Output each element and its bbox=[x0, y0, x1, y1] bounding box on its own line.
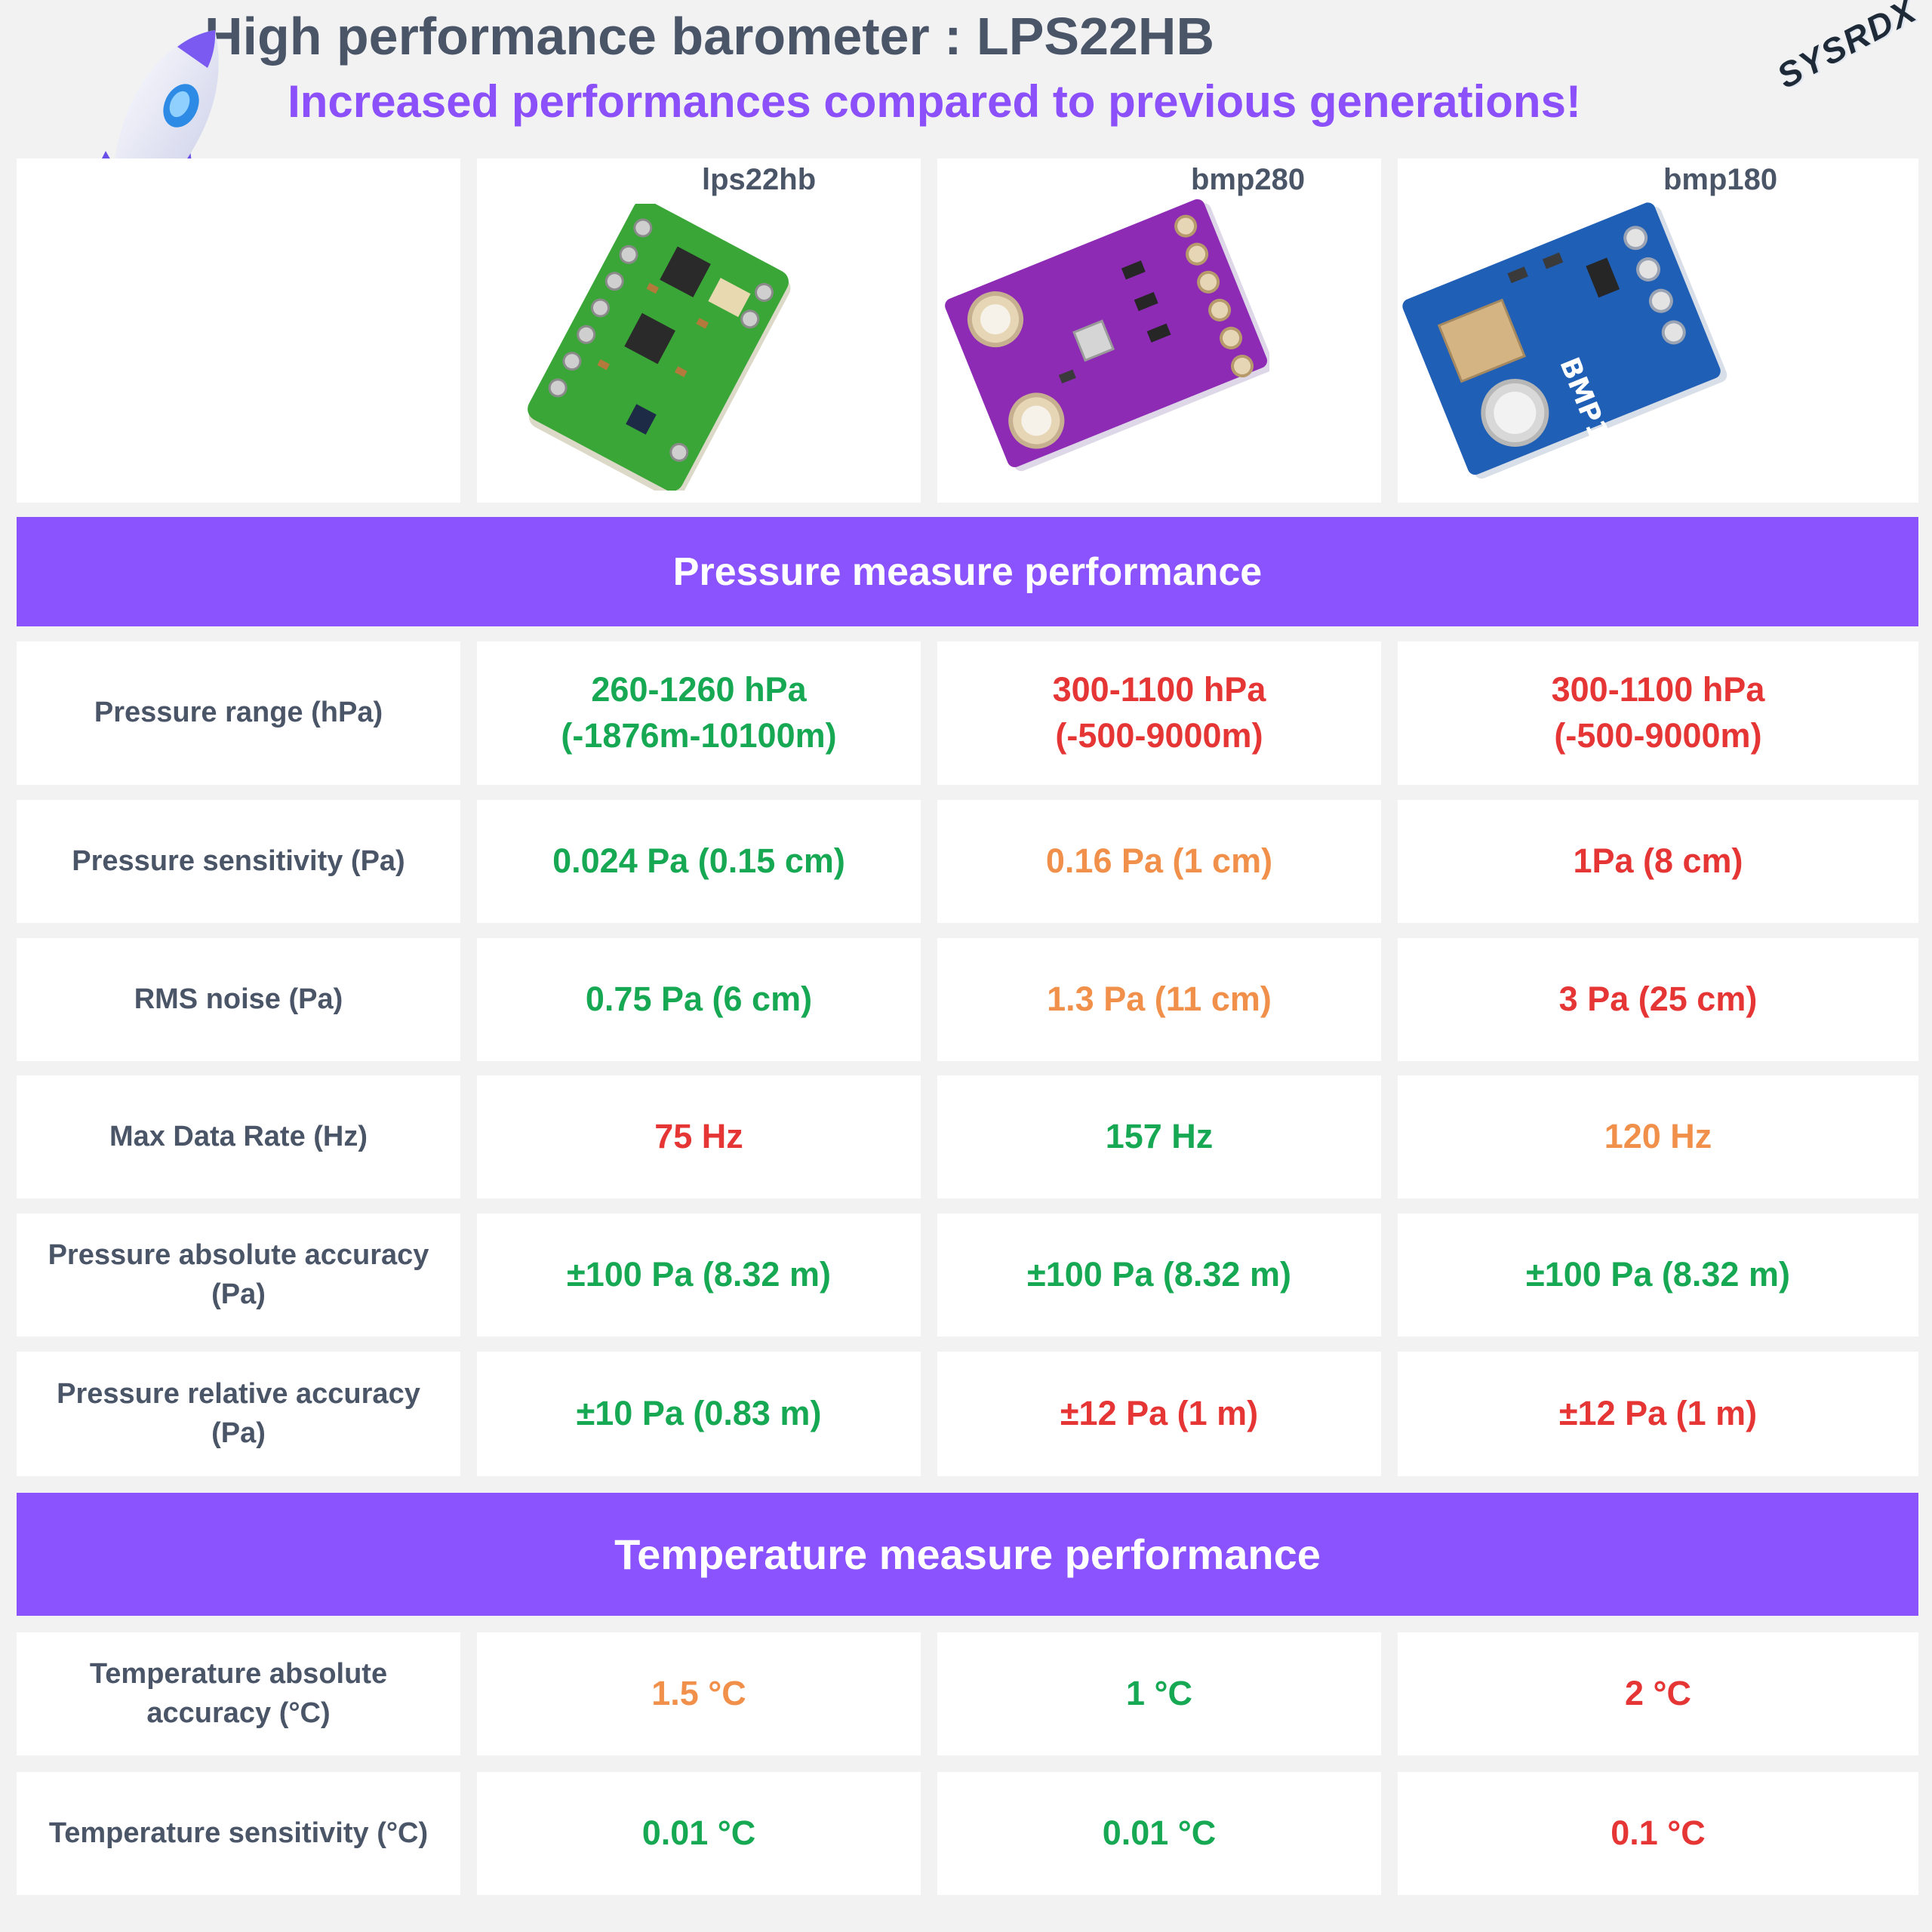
pressure-row-label: Pressure sensitivity (Pa) bbox=[17, 800, 460, 923]
sensor-cell-lps22hb: lps22hb bbox=[477, 158, 921, 503]
temperature-value-bmp280: 1 °C bbox=[937, 1632, 1381, 1755]
temperature-section-header: Temperature measure performance bbox=[17, 1493, 1918, 1616]
pressure-row-label: RMS noise (Pa) bbox=[17, 938, 460, 1061]
page-title: High performance barometer : LPS22HB bbox=[204, 7, 1215, 66]
temperature-value-lps22hb: 1.5 °C bbox=[477, 1632, 921, 1755]
bmp180-board-image: BMP180 bbox=[1402, 202, 1727, 480]
pressure-value-lps22hb: ±10 Pa (0.83 m) bbox=[477, 1352, 921, 1476]
pressure-section-header: Pressure measure performance bbox=[17, 517, 1918, 626]
lps22hb-board-image bbox=[528, 204, 791, 491]
sensor-name: bmp280 bbox=[1191, 163, 1306, 196]
pressure-value-bmp280: ±12 Pa (1 m) bbox=[937, 1352, 1381, 1476]
sensor-cell-bmp180: bmp180 BMP180 bbox=[1398, 158, 1918, 503]
sensor-name: bmp180 bbox=[1663, 163, 1778, 196]
pressure-value-bmp280: 1.3 Pa (11 cm) bbox=[937, 938, 1381, 1061]
header-empty-cell bbox=[17, 158, 460, 503]
temperature-value-lps22hb: 0.01 °C bbox=[477, 1772, 921, 1895]
bmp280-board-image bbox=[945, 198, 1269, 472]
pressure-value-bmp180: ±100 Pa (8.32 m) bbox=[1398, 1214, 1918, 1337]
pressure-value-bmp180: 300-1100 hPa (-500-9000m) bbox=[1398, 641, 1918, 785]
pressure-row-label: Pressure range (hPa) bbox=[17, 641, 460, 785]
temperature-row-label: Temperature sensitivity (°C) bbox=[17, 1772, 460, 1895]
pressure-value-lps22hb: 0.75 Pa (6 cm) bbox=[477, 938, 921, 1061]
temperature-row-label: Temperature absolute accuracy (°C) bbox=[17, 1632, 460, 1755]
pressure-row-label: Pressure relative accuracy (Pa) bbox=[17, 1352, 460, 1476]
pressure-value-lps22hb: 260-1260 hPa (-1876m-10100m) bbox=[477, 641, 921, 785]
pressure-row-label: Max Data Rate (Hz) bbox=[17, 1075, 460, 1198]
pressure-row-label: Pressure absolute accuracy (Pa) bbox=[17, 1214, 460, 1337]
pressure-value-lps22hb: 0.024 Pa (0.15 cm) bbox=[477, 800, 921, 923]
pressure-value-lps22hb: ±100 Pa (8.32 m) bbox=[477, 1214, 921, 1337]
sensor-name: lps22hb bbox=[702, 163, 817, 196]
pressure-value-bmp280: 157 Hz bbox=[937, 1075, 1381, 1198]
pressure-value-bmp180: 1Pa (8 cm) bbox=[1398, 800, 1918, 923]
pressure-value-bmp280: 0.16 Pa (1 cm) bbox=[937, 800, 1381, 923]
temperature-value-bmp280: 0.01 °C bbox=[937, 1772, 1381, 1895]
pressure-value-bmp280: ±100 Pa (8.32 m) bbox=[937, 1214, 1381, 1337]
pressure-value-bmp180: 120 Hz bbox=[1398, 1075, 1918, 1198]
sensor-cell-bmp280: bmp280 bbox=[937, 158, 1381, 503]
pressure-value-bmp180: 3 Pa (25 cm) bbox=[1398, 938, 1918, 1061]
temperature-value-bmp180: 0.1 °C bbox=[1398, 1772, 1918, 1895]
pressure-value-bmp280: 300-1100 hPa (-500-9000m) bbox=[937, 641, 1381, 785]
page-subtitle: Increased performances compared to previ… bbox=[288, 76, 1581, 127]
pressure-value-lps22hb: 75 Hz bbox=[477, 1075, 921, 1198]
temperature-value-bmp180: 2 °C bbox=[1398, 1632, 1918, 1755]
pressure-value-bmp180: ±12 Pa (1 m) bbox=[1398, 1352, 1918, 1476]
